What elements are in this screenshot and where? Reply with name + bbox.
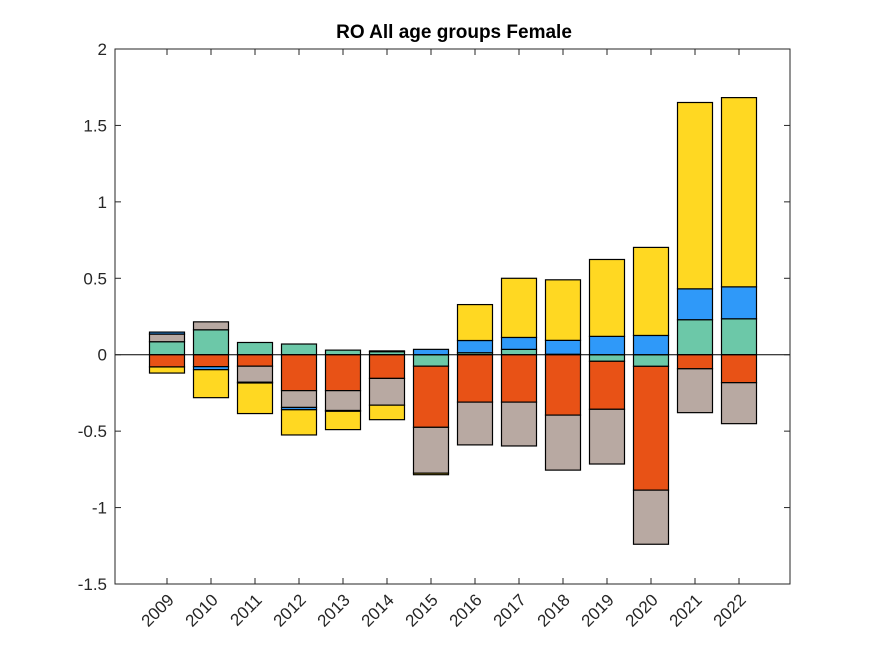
x-tick-label: 2012 [270,590,310,630]
x-tick-label: 2016 [446,590,486,630]
bar-segment-gray-2020 [632,489,670,545]
bar-segment-gray-2015 [412,426,450,474]
bar-segment-blue-2018 [544,339,582,355]
bar-segment-blue-2014 [368,350,406,353]
bar-segment-yellow-2016 [456,303,494,342]
x-tick-label: 2011 [227,590,266,629]
bar-segment-blue-2021 [676,288,714,321]
bar-segment-yellow-2017 [500,277,538,339]
bar-segment-teal-2015 [412,354,450,367]
bar-segment-orange-2021 [676,354,714,370]
bar-segment-orange-2017 [500,354,538,403]
bar-segment-blue-2022 [720,286,758,320]
chart-title: RO All age groups Female [336,22,572,43]
bar-segment-teal-2012 [280,343,318,356]
x-tick-label: 2009 [138,590,178,630]
bar-segment-orange-2016 [456,354,494,403]
bar-segment-yellow-2021 [676,101,714,290]
bar-segment-gray-2013 [324,390,362,412]
bar-segment-gray-2016 [456,401,494,446]
y-tick-label: 0 [98,346,107,365]
bar-segment-teal-2020 [632,354,670,367]
bar-segment-gray-2011 [236,365,274,383]
bar-segment-teal-2011 [236,341,274,356]
x-tick-label: 2013 [314,590,354,630]
bar-segment-gray-2017 [500,401,538,447]
bar-segment-yellow-2010 [192,369,230,399]
x-tick-label: 2015 [402,590,442,630]
bar-segment-gray-2012 [280,390,318,409]
bar-segment-orange-2012 [280,354,318,392]
bar-segment-teal-2013 [324,349,362,356]
bar-segment-orange-2014 [368,354,406,380]
bar-segment-orange-2010 [192,354,230,368]
bar-segment-yellow-2013 [324,410,362,431]
bar-segment-orange-2022 [720,354,758,384]
bar-segment-yellow-2018 [544,279,582,341]
bar-segment-yellow-2020 [632,246,670,337]
y-tick-label: 2 [98,40,107,59]
bar-segment-blue-2019 [588,335,626,356]
bar-segment-yellow-2012 [280,409,318,436]
y-tick-label: 0.5 [83,269,107,288]
bar-segment-yellow-2015 [412,472,450,476]
bar-segment-gray-2021 [676,368,714,414]
bar-segment-teal-2019 [588,354,626,362]
bar-segment-yellow-2019 [588,258,626,337]
x-tick-label: 2010 [182,590,222,630]
bar-segment-gray-2010 [192,321,230,331]
x-tick-label: 2019 [578,590,618,630]
bar-segment-orange-2011 [236,354,274,367]
bar-segment-yellow-2022 [720,97,758,288]
bar-segment-blue-2020 [632,334,670,356]
bar-segment-orange-2018 [544,354,582,416]
bar-segment-teal-2010 [192,329,230,356]
bar-segment-blue-2009 [148,331,186,335]
bar-segment-blue-2017 [500,336,538,350]
bar-segment-gray-2019 [588,408,626,465]
bar-segment-orange-2013 [324,354,362,392]
bar-segment-blue-2015 [412,348,450,356]
plot-box [114,48,791,585]
bar-segment-orange-2009 [148,354,186,368]
bar-segment-yellow-2014 [368,404,406,421]
x-tick-label: 2022 [710,590,750,630]
bar-segment-teal-2009 [148,341,186,356]
bar-segment-yellow-2011 [236,382,274,415]
y-tick-label: -1.5 [78,575,107,594]
x-tick-label: 2014 [358,590,398,630]
y-tick-label: 1 [98,193,107,212]
bar-segment-teal-2021 [676,319,714,356]
x-tick-label: 2020 [622,590,662,630]
bar-segment-blue-2016 [456,339,494,354]
y-tick-label: -1 [92,499,107,518]
y-tick-label: 1.5 [83,116,107,135]
x-tick-label: 2021 [666,590,706,630]
bar-segment-orange-2015 [412,365,450,428]
bar-segment-gray-2018 [544,414,582,471]
bars-layer [148,97,758,545]
bar-segment-gray-2009 [148,333,186,343]
bar-segment-yellow-2009 [148,366,186,374]
bar-segment-orange-2020 [632,365,670,491]
x-tick-label: 2018 [534,590,574,630]
bar-segment-gray-2014 [368,377,406,406]
bar-segment-teal-2022 [720,318,758,356]
bar-segment-teal-2017 [500,348,538,356]
bar-segment-orange-2019 [588,360,626,410]
bar-segment-gray-2022 [720,382,758,425]
y-tick-label: -0.5 [78,422,107,441]
x-tick-label: 2017 [490,590,530,630]
